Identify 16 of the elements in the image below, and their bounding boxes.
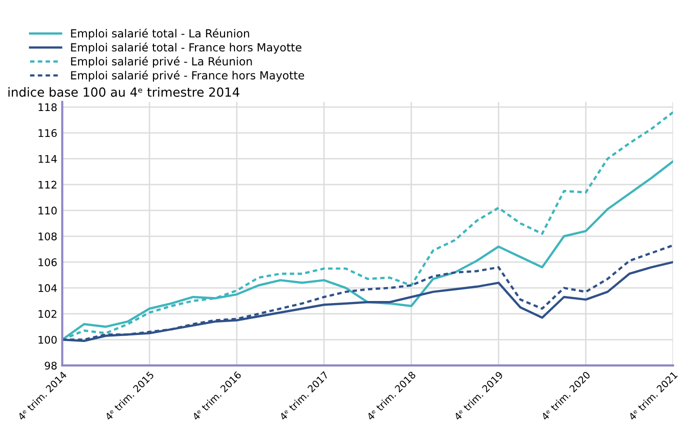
legend-label: Emploi salarié privé - La Réunion bbox=[71, 56, 252, 68]
legend-label: Emploi salarié total - France hors Mayotte bbox=[71, 42, 302, 54]
legend-label: Emploi salarié privé - France hors Mayotte bbox=[71, 70, 304, 82]
y-tick-label: 118 bbox=[38, 103, 57, 112]
y-tick-label: 110 bbox=[38, 206, 57, 215]
y-tick-label: 106 bbox=[38, 258, 57, 266]
y-tick-label: 116 bbox=[38, 129, 57, 138]
y-tick-label: 114 bbox=[38, 155, 57, 163]
y-tick-label: 102 bbox=[38, 310, 56, 318]
y-tick-label: 104 bbox=[38, 284, 57, 292]
y-tick-label: 112 bbox=[38, 180, 56, 189]
y-axis-title: indice base 100 au 4ᵉ trimestre 2014 bbox=[8, 87, 240, 97]
y-tick-label: 100 bbox=[38, 336, 57, 344]
y-tick-label: 98 bbox=[44, 362, 57, 370]
legend-label: Emploi salarié total - La Réunion bbox=[71, 28, 250, 40]
y-tick-label: 108 bbox=[38, 232, 57, 240]
